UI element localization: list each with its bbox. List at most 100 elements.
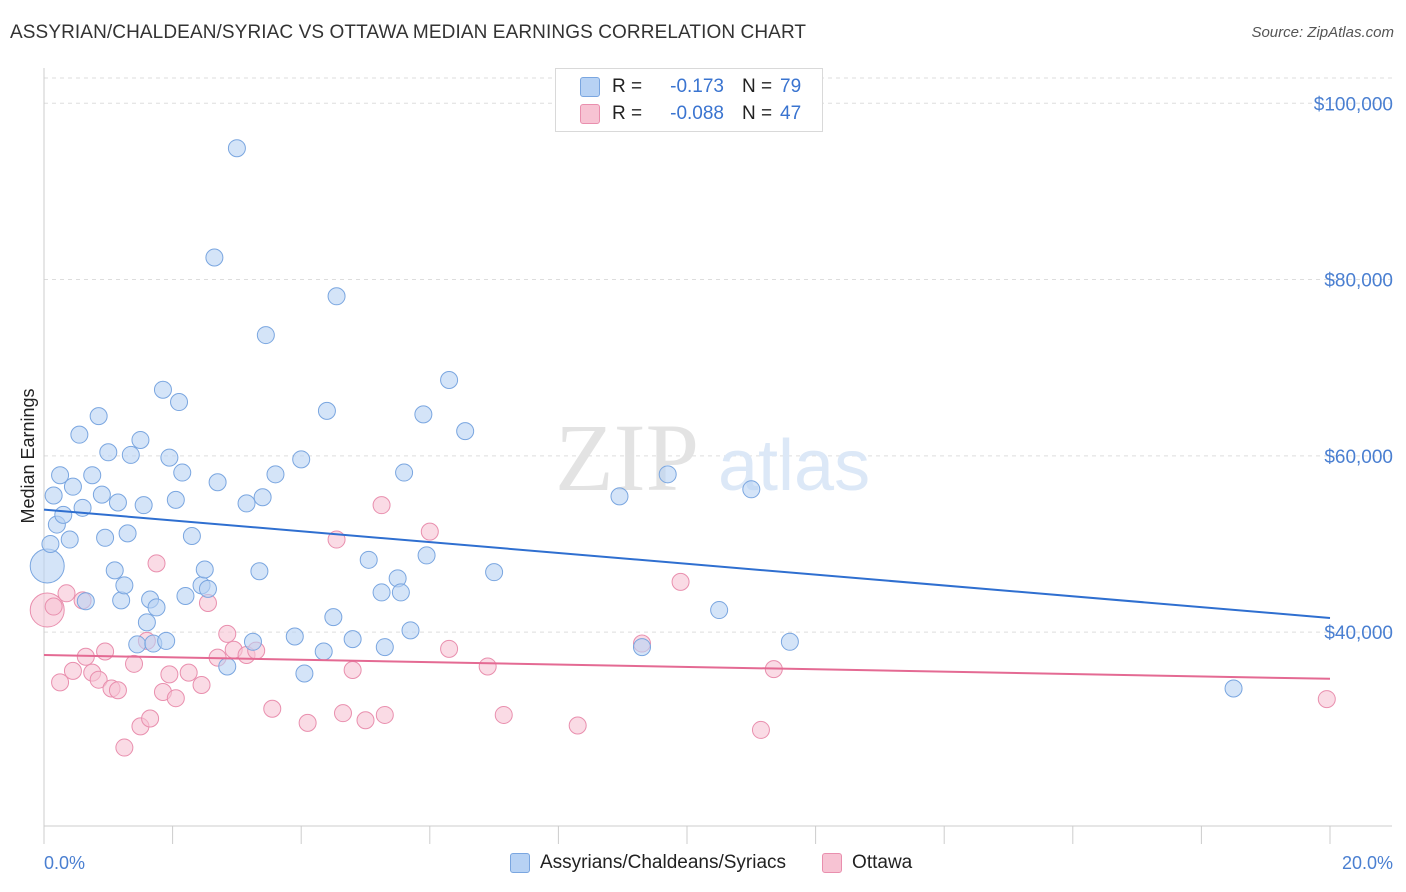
assyrian-point [314,642,333,661]
assyrian-point [160,448,179,467]
assyrian-point [395,463,414,482]
ottawa-point [751,720,770,739]
assyrian-point [227,139,246,158]
assyrian-point [632,638,651,657]
assyrian-point [658,465,677,484]
assyrian-point [401,621,420,640]
assyrian-point [118,524,137,543]
ottawa-point [420,522,439,541]
n-value: 79 [780,76,802,97]
n-label: N = [742,76,773,97]
assyrian-point [99,443,118,462]
ottawa-point [63,661,82,680]
y-tick-label: $80,000 [1324,271,1393,292]
y-tick-label: $40,000 [1324,623,1393,644]
ottawa-point [44,597,63,616]
assyrian-point [108,493,127,512]
assyrian-point [44,486,63,505]
assyrian-point [243,632,262,651]
n-value: 47 [780,103,802,124]
source-attribution: Source: ZipAtlas.com [1251,24,1394,41]
assyrian-point [195,560,214,579]
assyrian-point [317,401,336,420]
ottawa-point [57,584,76,603]
ottawa-point [192,675,211,694]
trend-lines [43,508,1331,680]
assyrian-point [292,450,311,469]
ottawa-point [478,657,497,676]
assyrian-point [166,490,185,509]
legend-row-ottawa: R = -0.088 N = 47 [580,101,801,127]
ottawa-points [29,496,1336,757]
legend-item-assyrian[interactable]: Assyrians/Chaldeans/Syriacs [510,852,786,874]
axes [43,68,1392,844]
assyrian-point [131,430,150,449]
assyrian-point [610,487,629,506]
assyrian-point [250,562,269,581]
assyrian-point [153,380,172,399]
assyrian-point [63,477,82,496]
assyrian-point [29,548,65,584]
assyrian-point [41,534,60,553]
ottawa-point [166,689,185,708]
ottawa-point [160,665,179,684]
ottawa-point [494,705,513,724]
assyrian-point [440,371,459,390]
ottawa-point [372,496,391,515]
legend-item-ottawa[interactable]: Ottawa [822,852,912,874]
assyrian-point [121,445,140,464]
ottawa-point [356,711,375,730]
assyrian-point [295,664,314,683]
legend-label: Assyrians/Chaldeans/Syriacs [540,852,787,873]
assyrian-point [218,657,237,676]
assyrian-point [417,546,436,565]
assyrian-point [710,601,729,620]
assyrian-point [375,638,394,657]
assyrian-point [780,632,799,651]
assyrian-point [51,466,70,485]
assyrian-point [89,407,108,426]
assyrian-point [173,463,192,482]
assyrian-point [414,405,433,424]
blue-swatch [510,853,530,873]
x-tick-label-min: 0.0% [44,853,85,873]
assyrian-point [70,425,89,444]
assyrian-point [137,613,156,632]
assyrian-point [83,466,102,485]
assyrian-point [96,528,115,547]
assyrian-point [253,488,272,507]
assyrian-points [29,139,1243,698]
legend-row-assyrian: R = -0.173 N = 79 [580,74,801,100]
assyrian-point [198,579,217,598]
assyrian-point [134,496,153,515]
ottawa-point [179,663,198,682]
assyrian-point [205,248,224,267]
watermark-atlas: atlas [718,426,870,506]
assyrian-point [60,530,79,549]
x-tick-labels: 0.0% 20.0% [44,853,1393,873]
assyrian-point [157,631,176,650]
assyrian-point [327,287,346,306]
ottawa-point [96,642,115,661]
assyrian-point [485,563,504,582]
ottawa-point [440,639,459,658]
ottawa-point [108,681,127,700]
assyrian-point [208,473,227,492]
blue-swatch [580,77,600,97]
y-tick-label: $60,000 [1324,447,1393,468]
r-label: R = [612,76,643,97]
ottawa-point [375,705,394,724]
assyrian-point [742,480,761,499]
assyrian-point [105,561,124,580]
ottawa-point [51,673,70,692]
ottawa-point [343,660,362,679]
pink-swatch [822,853,843,873]
ottawa-point [333,704,352,723]
y-tick-label: $100,000 [1314,94,1393,115]
assyrian-point [391,583,410,602]
x-tick-label-max: 20.0% [1342,853,1393,873]
ottawa-point [125,654,144,673]
ottawa-trend-line [43,654,1331,680]
r-value: -0.088 [670,103,724,124]
assyrian-point [128,635,147,654]
